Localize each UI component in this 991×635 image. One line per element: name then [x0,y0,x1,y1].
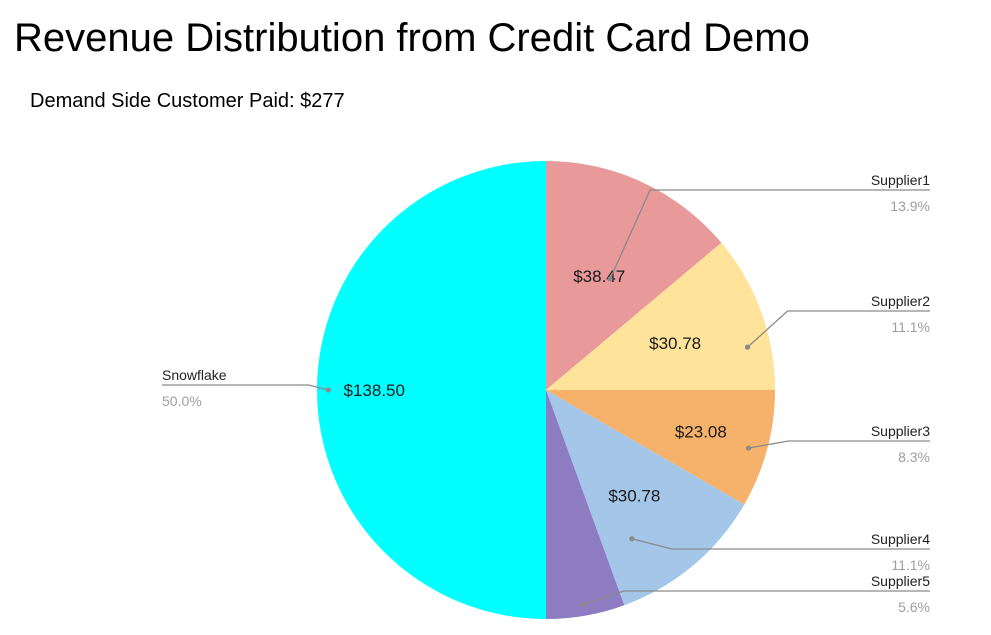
slice-name-label-snowflake: Snowflake [162,367,227,383]
leader-dot-snowflake [325,387,332,393]
slice-name-label-supplier1: Supplier1 [871,172,930,188]
leader-line-supplier4 [631,538,930,550]
slice-value-labels: $38.47 $30.78 $23.08 $30.78 $138.50 [344,267,727,505]
pie-slice-supplier5 [546,390,625,619]
leader-dot-supplier5 [581,601,587,607]
leader-dot-supplier2 [744,344,751,350]
leader-line-snowflake [162,384,329,391]
slice-value-label-supplier1: $38.47 [573,267,625,286]
leader-line-supplier3 [748,440,930,449]
slice-value-label-supplier3: $23.08 [675,422,727,441]
leader-dot-supplier4 [629,536,635,542]
pie-slice-supplier1 [546,161,722,390]
pie-slice-supplier2 [546,242,775,390]
leader-dot-supplier3 [745,445,752,451]
slice-callout-labels: Supplier1 13.9% Supplier2 11.1% Supplier3 8.3… [162,172,930,615]
slice-name-label-supplier4: Supplier4 [871,531,930,547]
slice-name-label-supplier2: Supplier2 [871,293,930,309]
slice-percent-label-supplier2: 11.1% [891,319,930,335]
slice-percent-label-supplier3: 8.3% [898,449,930,465]
chart-title: Revenue Distribution from Credit Card De… [14,16,810,60]
pie-slices [317,161,775,619]
slice-value-label-supplier2: $30.78 [649,334,701,353]
slice-name-label-supplier5: Supplier5 [871,573,930,589]
leader-line-supplier2 [747,310,930,348]
leader-line-supplier5 [583,590,930,605]
chart-subtitle: Demand Side Customer Paid: $277 [30,90,345,112]
leader-dot-supplier1 [607,276,613,282]
slice-value-label-supplier4: $30.78 [608,486,660,505]
slice-name-label-supplier3: Supplier3 [871,423,930,439]
slice-percent-label-snowflake: 50.0% [162,393,202,409]
slice-percent-label-supplier4: 11.1% [891,557,930,573]
pie-slice-supplier4 [546,390,745,606]
leader-lines [162,189,930,607]
slice-percent-label-supplier5: 5.6% [898,599,930,615]
pie-slice-supplier3 [546,390,775,505]
slice-value-label-snowflake: $138.50 [344,381,405,400]
pie-slice-snowflake [317,161,546,619]
slice-percent-label-supplier1: 13.9% [890,198,930,214]
leader-line-supplier1 [609,189,930,280]
